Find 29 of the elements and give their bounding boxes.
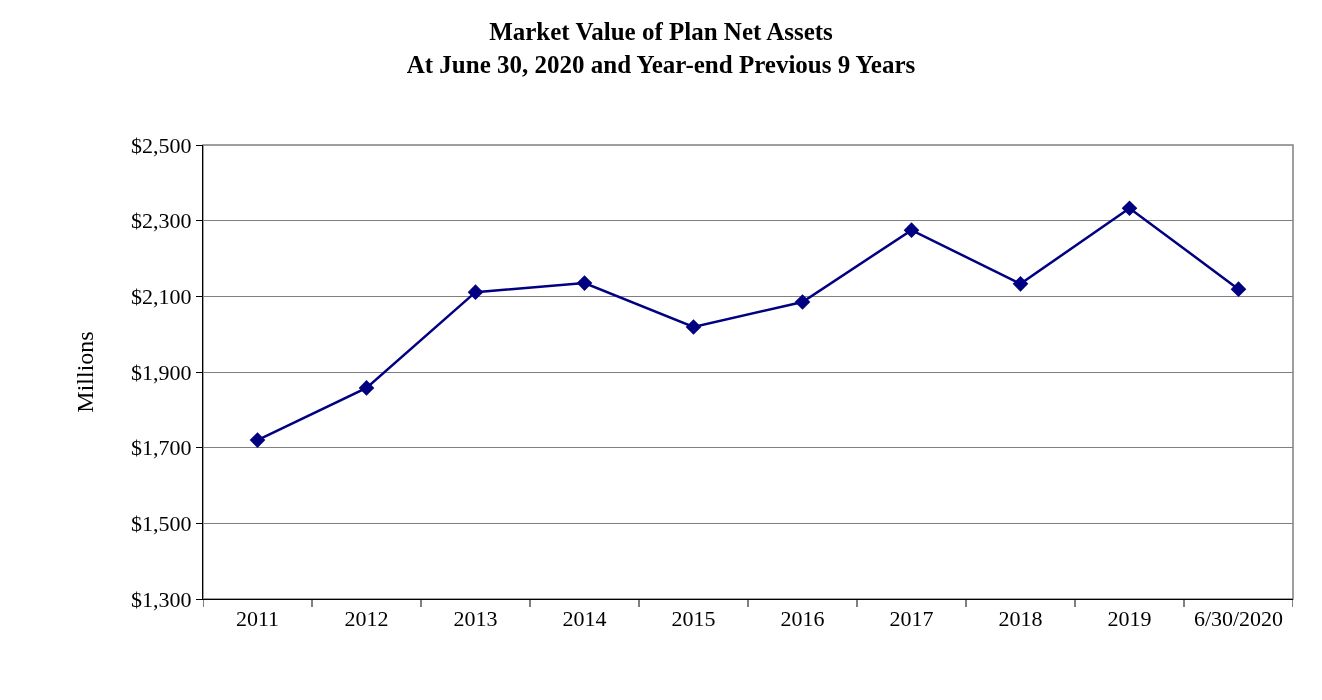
- point: [794, 294, 811, 310]
- x-tick-label: 2015: [671, 606, 716, 632]
- x-tick-label: 2016: [780, 606, 825, 632]
- x-tick-label: 2011: [235, 606, 280, 632]
- point: [903, 222, 920, 238]
- point: [576, 275, 593, 291]
- y-tick-label: $1,700: [131, 435, 192, 461]
- point: [467, 284, 484, 300]
- x-tick-label: 2019: [1107, 606, 1152, 632]
- point: [358, 380, 375, 396]
- x-tick-label: 2012: [344, 606, 389, 632]
- y-tick-label: $1,300: [131, 586, 192, 612]
- point: [249, 432, 266, 448]
- chart-title: Market Value of Plan Net Assets At June 30, 2020 and Year-end Previous 9 Years: [406, 18, 916, 78]
- x-tick-label: 2017: [889, 606, 934, 632]
- point: [685, 319, 702, 335]
- x-tick-label: 2014: [562, 606, 607, 632]
- point: [1121, 200, 1138, 216]
- point: [1012, 276, 1029, 292]
- y-tick-label: $1,500: [131, 511, 192, 537]
- x-tick-label: 6/30/2020: [1193, 606, 1284, 632]
- y-tick-label: $2,300: [131, 208, 192, 234]
- y-tick-label: $2,500: [131, 132, 192, 158]
- point: [1230, 281, 1247, 297]
- x-tick-label: 2013: [453, 606, 498, 632]
- y-axis-title: Millions: [72, 331, 99, 413]
- y-tick-label: $1,900: [131, 359, 192, 385]
- x-tick-label: 2018: [998, 606, 1043, 632]
- y-tick-label: $2,100: [131, 284, 192, 310]
